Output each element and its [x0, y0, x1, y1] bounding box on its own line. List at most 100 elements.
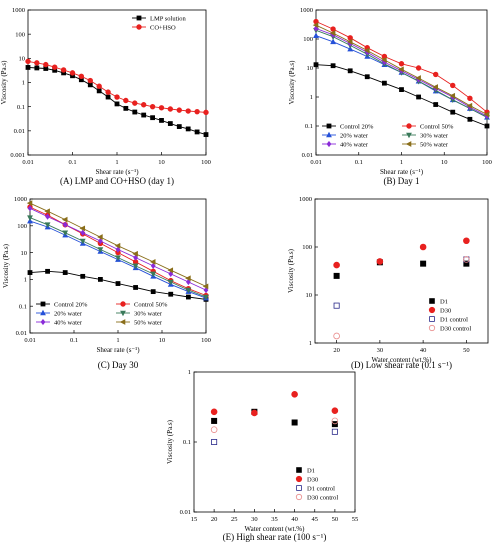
legend-marker — [428, 306, 436, 314]
y-tick-label: 0.01 — [16, 330, 27, 337]
y-tick-label: 1 — [310, 94, 313, 101]
x-tick-label: 0.01 — [24, 337, 35, 344]
panel-caption: (E) High shear rate (100 s⁻¹) — [223, 532, 327, 542]
data-point — [51, 64, 58, 70]
legend-entry: Control 20% — [36, 301, 88, 308]
legend-marker — [119, 319, 126, 325]
data-point — [433, 102, 439, 107]
data-point — [115, 255, 121, 261]
data-point — [211, 438, 218, 445]
data-point — [98, 237, 103, 245]
data-point — [150, 262, 156, 269]
data-point — [449, 92, 456, 99]
data-point — [25, 65, 31, 70]
legend-label: D30 — [440, 307, 451, 314]
data-point — [376, 258, 384, 265]
legend-entry: 50% water — [402, 141, 449, 148]
data-point — [80, 273, 86, 279]
x-axis-label: Shear rate (s⁻¹) — [95, 168, 139, 176]
legend-entry: D30 control — [428, 324, 471, 332]
series-50-water — [26, 200, 209, 290]
panel-b: 0.01 0.1 1 10 100 0.01 0.1 1 10 100 1000 Shear rate… — [288, 7, 492, 186]
data-point — [203, 132, 209, 137]
data-point — [133, 285, 138, 290]
legend-entry: Control 50% — [402, 123, 454, 130]
data-point — [97, 234, 103, 240]
data-point — [347, 68, 353, 74]
data-point — [132, 109, 138, 115]
legend-label: D1 — [307, 467, 315, 474]
x-tick-label: 1 — [400, 159, 403, 166]
data-point — [415, 75, 421, 81]
data-point — [27, 205, 33, 212]
data-point — [210, 408, 218, 416]
legend-marker — [326, 140, 332, 148]
legend-marker — [295, 475, 303, 483]
data-point — [467, 95, 473, 102]
data-point — [62, 221, 68, 228]
y-tick-label: 1000 — [12, 7, 25, 14]
x-tick-label: 10 — [159, 337, 166, 344]
data-point — [150, 115, 156, 121]
legend-label: Control 50% — [420, 123, 454, 130]
series-20-water — [313, 32, 490, 120]
x-tick-label: 50 — [332, 516, 339, 523]
panel-caption: (D) Low shear rate (0.1 s⁻¹) — [351, 360, 452, 370]
legend-label: Control 50% — [134, 301, 168, 308]
data-point — [329, 30, 336, 36]
data-point — [132, 100, 138, 106]
data-point — [34, 65, 40, 71]
data-point — [203, 286, 209, 294]
legend-label: D1 control — [307, 485, 335, 492]
data-point — [105, 89, 111, 95]
legend-entry: D30 — [428, 306, 451, 314]
data-point — [450, 82, 456, 89]
data-point — [312, 22, 319, 29]
legend-marker — [296, 467, 302, 473]
legend-marker — [406, 132, 412, 139]
x-axis-label: Water content (wt.%) — [372, 356, 433, 364]
legend-label: 40% water — [340, 141, 369, 148]
legend-marker — [428, 324, 436, 332]
legend-marker — [136, 24, 142, 30]
series-50-water — [312, 22, 490, 118]
series-d1 — [211, 408, 338, 428]
x-tick-label: 40 — [420, 347, 427, 354]
data-point — [80, 229, 86, 236]
x-tick-label: 10 — [158, 159, 165, 166]
legend-entry: 20% water — [322, 131, 369, 139]
data-point — [331, 407, 339, 414]
x-tick-label: 0.01 — [22, 159, 33, 166]
data-point — [398, 61, 405, 67]
y-tick-label: 10 — [307, 65, 314, 72]
legend-marker — [406, 123, 412, 129]
y-tick-label: 10 — [19, 56, 26, 63]
data-point — [45, 213, 50, 220]
data-point — [45, 268, 50, 274]
y-axis-label: Viscosity (Pa.s) — [166, 419, 174, 464]
x-tick-label: 55 — [352, 516, 359, 523]
data-point — [331, 417, 339, 425]
data-point — [34, 60, 40, 66]
y-tick-label: 0.001 — [10, 152, 25, 159]
series-d30-control — [210, 417, 339, 433]
data-point — [203, 294, 209, 301]
y-tick-label: 1 — [22, 80, 25, 87]
data-point — [420, 260, 427, 267]
legend-entry: D30 — [295, 475, 318, 483]
y-tick-label: 0.1 — [19, 303, 27, 310]
data-point — [96, 83, 102, 89]
data-point — [185, 294, 191, 300]
y-tick-label: 0.01 — [180, 509, 191, 516]
legend-marker — [326, 123, 332, 129]
data-point — [432, 84, 439, 90]
data-point — [363, 47, 370, 54]
y-tick-label: 10 — [306, 292, 313, 299]
x-tick-label: 1 — [115, 159, 118, 166]
legend-label: D30 — [307, 476, 318, 483]
x-axis-label: Shear rate (s⁻¹) — [380, 168, 424, 176]
data-point — [330, 63, 336, 69]
legend-marker — [429, 298, 435, 304]
x-tick-label: 20 — [333, 347, 340, 354]
series-co-hso — [25, 58, 209, 116]
